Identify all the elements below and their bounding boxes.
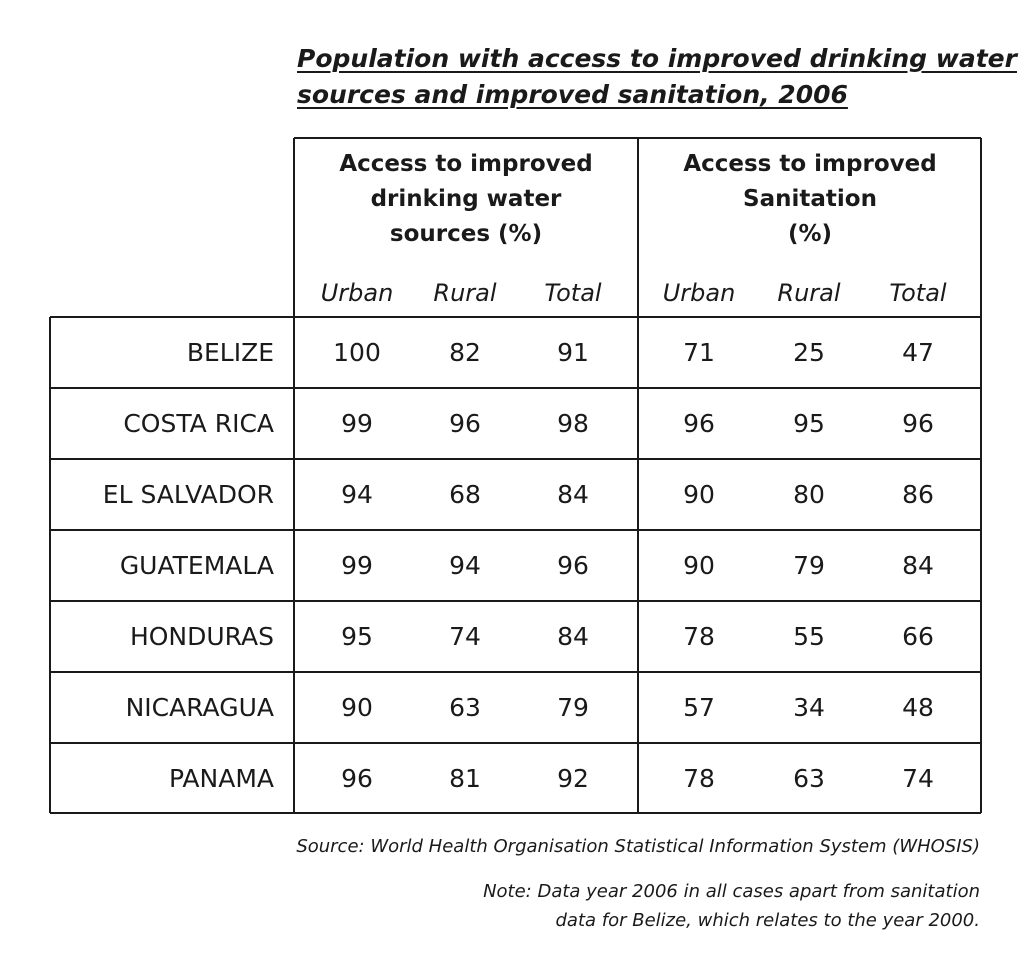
cell: 55 xyxy=(793,621,825,651)
cell: 74 xyxy=(902,763,934,793)
column-header: Urban xyxy=(662,279,736,307)
cell: 68 xyxy=(449,479,481,509)
cell: 100 xyxy=(333,337,381,367)
group-header: Access to improved xyxy=(339,151,593,177)
cell: 98 xyxy=(557,408,589,438)
cell: 48 xyxy=(902,692,934,722)
cell: 74 xyxy=(449,621,481,651)
group-header: drinking water xyxy=(370,186,562,212)
source: Source: World Health Organisation Statis… xyxy=(296,836,980,857)
cell: 99 xyxy=(341,550,373,580)
cell: 90 xyxy=(683,479,715,509)
row-label: COSTA RICA xyxy=(123,408,274,438)
cell: 78 xyxy=(683,763,715,793)
cell: 95 xyxy=(793,408,825,438)
group-header: Access to improved xyxy=(683,151,937,177)
cell: 96 xyxy=(683,408,715,438)
column-header: Total xyxy=(889,279,947,307)
cell: 94 xyxy=(449,550,481,580)
title: Population with access to improved drink… xyxy=(297,44,1017,73)
cell: 78 xyxy=(683,621,715,651)
cell: 90 xyxy=(683,550,715,580)
cell: 71 xyxy=(683,337,715,367)
row-label: PANAMA xyxy=(168,763,274,793)
row-label: GUATEMALA xyxy=(119,550,274,580)
cell: 94 xyxy=(341,479,373,509)
group-header: (%) xyxy=(787,221,833,247)
cell: 63 xyxy=(449,692,481,722)
row-label: HONDURAS xyxy=(129,621,274,651)
cell: 96 xyxy=(341,763,373,793)
cell: 82 xyxy=(449,337,481,367)
row-label: BELIZE xyxy=(186,337,274,367)
cell: 96 xyxy=(557,550,589,580)
group-header: Sanitation xyxy=(743,186,877,212)
cell: 96 xyxy=(449,408,481,438)
column-header: Urban xyxy=(320,279,394,307)
cell: 79 xyxy=(557,692,589,722)
cell: 96 xyxy=(902,408,934,438)
cell: 79 xyxy=(793,550,825,580)
cell: 84 xyxy=(557,479,589,509)
cell: 66 xyxy=(902,621,934,651)
group-header: sources (%) xyxy=(389,221,543,247)
cell: 81 xyxy=(449,763,481,793)
cell: 86 xyxy=(902,479,934,509)
cell: 63 xyxy=(793,763,825,793)
cell: 25 xyxy=(793,337,825,367)
column-header: Rural xyxy=(433,279,497,307)
cell: 90 xyxy=(341,692,373,722)
column-header: Total xyxy=(544,279,602,307)
cell: 47 xyxy=(902,337,934,367)
row-label: NICARAGUA xyxy=(125,692,274,722)
cell: 84 xyxy=(902,550,934,580)
title: sources and improved sanitation, 2006 xyxy=(297,80,848,109)
cell: 80 xyxy=(793,479,825,509)
note: data for Belize, which relates to the ye… xyxy=(555,910,981,931)
cell: 34 xyxy=(793,692,825,722)
cell: 57 xyxy=(683,692,715,722)
cell: 91 xyxy=(557,337,589,367)
note: Note: Data year 2006 in all cases apart … xyxy=(483,881,980,902)
cell: 92 xyxy=(557,763,589,793)
cell: 84 xyxy=(557,621,589,651)
column-header: Rural xyxy=(777,279,841,307)
row-label: EL SALVADOR xyxy=(102,479,274,509)
cell: 95 xyxy=(341,621,373,651)
cell: 99 xyxy=(341,408,373,438)
